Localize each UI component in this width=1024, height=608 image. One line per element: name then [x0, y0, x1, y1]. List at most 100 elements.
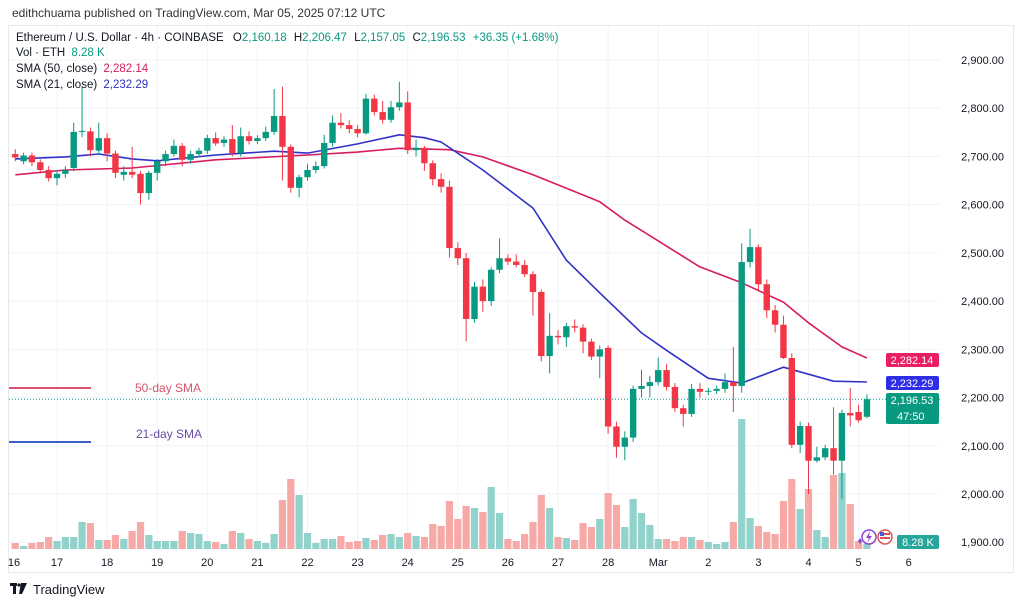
candle-body	[813, 457, 821, 461]
sma50-value: 2,282.14	[103, 63, 149, 75]
volume-bar	[78, 522, 86, 549]
volume-label: Vol · ETH	[16, 47, 66, 59]
volume-bar	[729, 522, 737, 549]
volume-bar	[395, 537, 403, 549]
candle-body	[730, 382, 737, 386]
price-axis[interactable]: 1,900.00 2,000.00 2,100.00 2,200.00 2,300.00…	[961, 55, 1004, 549]
volume-bar	[604, 493, 612, 549]
volume-bar	[637, 513, 646, 549]
lightning-icon[interactable]	[858, 529, 877, 545]
candle-body	[78, 130, 86, 132]
candle-body	[788, 358, 795, 445]
volume-bar	[370, 540, 378, 549]
candle-body	[103, 138, 111, 154]
time-tick-label: 3	[755, 557, 761, 569]
volume-bar	[671, 541, 679, 549]
volume-bar	[754, 526, 762, 549]
candle-body	[596, 349, 603, 357]
candle-body	[755, 247, 762, 285]
price-tick-label: 2,100.00	[961, 441, 1004, 453]
volume-bar	[529, 522, 537, 549]
price-tick-label: 2,500.00	[961, 248, 1004, 260]
volume-bar	[61, 537, 69, 549]
candle-countdown: 47:50	[897, 411, 925, 423]
volume-bar	[362, 538, 370, 549]
time-tick-label: 19	[151, 557, 163, 569]
candle-body	[680, 408, 687, 414]
candle-body	[671, 386, 679, 409]
candle-body	[721, 382, 729, 389]
volume-bar	[804, 489, 813, 549]
candle-body	[187, 154, 194, 160]
time-tick-label: 28	[602, 557, 614, 569]
volume-bar	[161, 541, 170, 549]
volume-bar	[738, 419, 746, 549]
us-flag-icon[interactable]	[877, 529, 893, 545]
volume-legend[interactable]: Vol · ETH 8.28 K	[16, 47, 105, 59]
volume-bar	[662, 539, 671, 549]
volume-bar	[328, 539, 337, 549]
candle-body	[604, 347, 612, 427]
time-axis[interactable]: 16 17 18 19 20 21 22 23 24 25 26 27 28 Mar 2 3 4 5 6	[8, 557, 912, 569]
sma50-legend[interactable]: SMA (50, close) 2,282.14	[16, 63, 148, 75]
candle-body	[830, 448, 837, 461]
candle-body	[621, 437, 628, 447]
volume-bar	[621, 527, 629, 549]
candle-body	[37, 162, 44, 170]
volume-bar	[53, 541, 61, 549]
time-tick-label: 23	[351, 557, 363, 569]
candle-body	[254, 138, 261, 142]
volume-bar	[437, 526, 445, 549]
volume-bar	[829, 475, 838, 549]
candle-body	[279, 115, 286, 147]
candle-body	[229, 139, 236, 154]
tradingview-logo[interactable]: TradingView	[10, 582, 105, 597]
volume-bar	[103, 540, 111, 549]
candle-body	[362, 98, 370, 134]
candle-body	[488, 269, 495, 302]
candle-body	[838, 412, 846, 461]
candle-body	[847, 412, 854, 416]
candle-body	[546, 335, 553, 357]
volume-bar	[546, 508, 554, 549]
time-tick-label: 16	[8, 557, 20, 569]
volume-bar	[245, 539, 253, 549]
candle-body	[245, 136, 253, 142]
volume-bar	[470, 508, 479, 549]
close-value: 2,196.53	[420, 32, 466, 44]
candle-body	[337, 122, 345, 126]
candle-body	[529, 274, 537, 292]
candle-body	[379, 112, 386, 120]
volume-bar	[838, 473, 846, 549]
candle-body	[454, 248, 461, 259]
symbol-legend[interactable]: Ethereum / U.S. Dollar · 4h · COINBASE O…	[16, 32, 558, 44]
candle-body	[421, 147, 428, 164]
candle-body	[771, 310, 779, 325]
volume-bar	[86, 523, 94, 549]
volume-bar	[846, 504, 854, 549]
candle-body	[462, 258, 470, 319]
candle-body	[713, 388, 720, 391]
price-badges: 2,282.14 2,232.29 2,196.53 47:50 8.28 K	[886, 353, 939, 549]
candle-body	[613, 426, 620, 447]
volume-bar	[429, 524, 437, 549]
volume-bar	[220, 544, 228, 549]
candle-body	[763, 284, 770, 311]
sma21-badge	[886, 376, 939, 390]
candle-body	[696, 388, 704, 392]
volume-bar	[170, 541, 178, 549]
candle-body	[538, 291, 545, 357]
volume-badge-text: 8.28 K	[902, 537, 934, 549]
sma21-annotation-text: 21-day SMA	[136, 427, 202, 441]
volume-bar	[36, 542, 44, 549]
sma21-label: SMA (21, close)	[16, 79, 98, 91]
low-label: L	[354, 32, 361, 44]
price-tick-label: 2,900.00	[961, 55, 1004, 67]
candle-body	[446, 186, 453, 249]
candle-body	[170, 145, 178, 155]
sma21-legend[interactable]: SMA (21, close) 2,232.29	[16, 79, 148, 91]
price-tick-label: 2,700.00	[961, 151, 1004, 163]
volume-bar	[178, 531, 186, 549]
candle-body	[746, 247, 754, 263]
